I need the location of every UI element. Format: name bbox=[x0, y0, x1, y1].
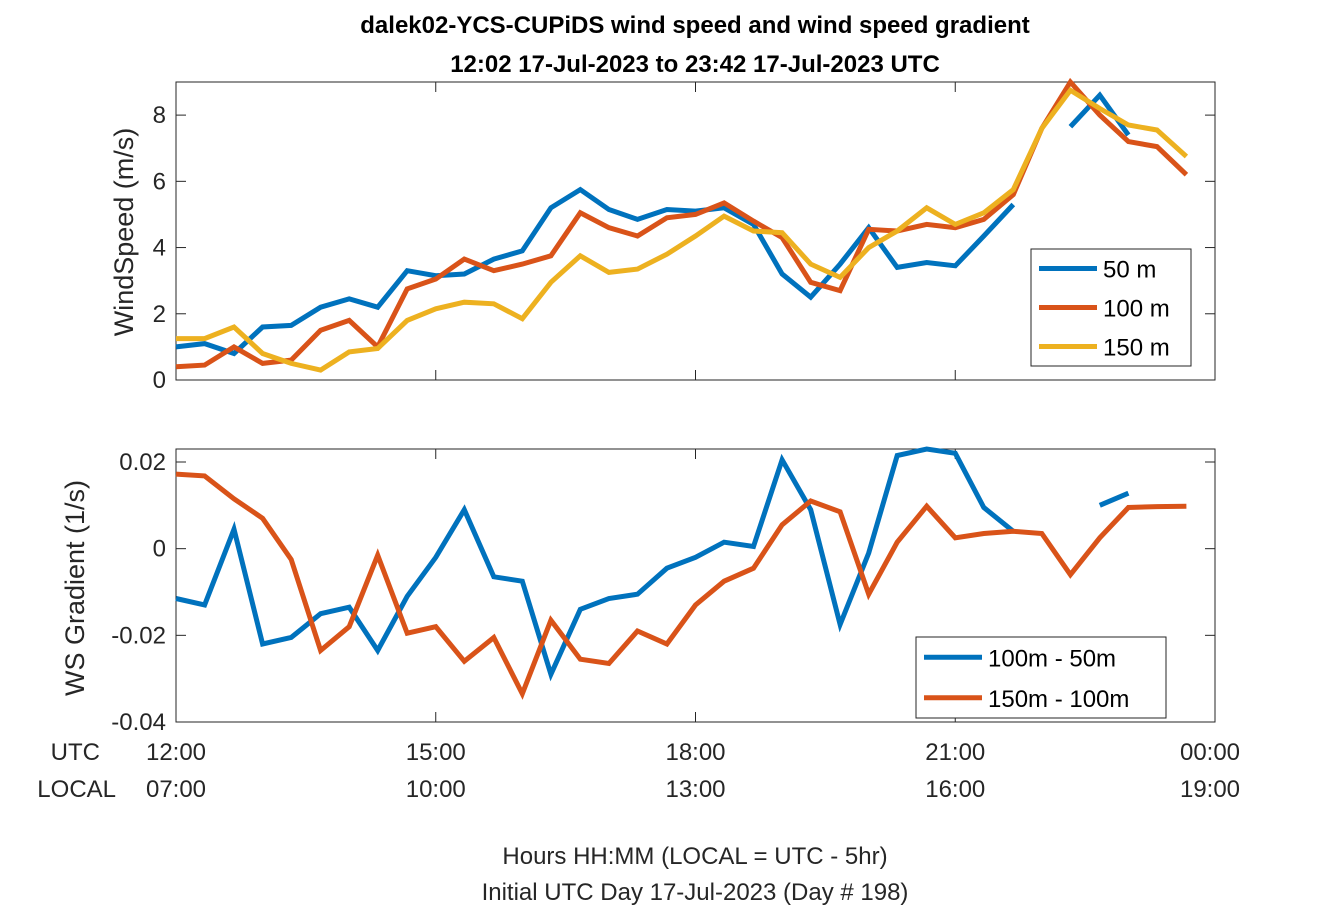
grad-ytick-label: -0.04 bbox=[111, 709, 166, 736]
utc-row-label: UTC bbox=[51, 739, 100, 766]
gradient-panel: -0.04 -0.02 0 0.02 100m - 50m 150m - 100m bbox=[111, 446, 1216, 736]
ws-series-line-1 bbox=[175, 186, 1016, 357]
xtick-local-label: 16:00 bbox=[925, 776, 985, 803]
ws-ytick-label: 0 bbox=[153, 367, 166, 394]
footer-line-1: Hours HH:MM (LOCAL = UTC - 5hr) bbox=[502, 843, 887, 870]
chart-title: dalek02-YCS-CUPiDS wind speed and wind s… bbox=[360, 12, 1029, 39]
footer-line-2: Initial UTC Day 17-Jul-2023 (Day # 198) bbox=[482, 879, 909, 906]
grad-series-line-2 bbox=[175, 471, 1187, 700]
xtick-local-label: 13:00 bbox=[665, 776, 725, 803]
ws-legend-label: 50 m bbox=[1103, 257, 1156, 284]
grad-legend bbox=[915, 636, 1167, 719]
xtick-utc-label: 21:00 bbox=[925, 739, 985, 766]
ws-ytick-label: 2 bbox=[153, 301, 166, 328]
xtick-local-label: 19:00 bbox=[1180, 776, 1240, 803]
xtick-utc-label: 12:00 bbox=[146, 739, 206, 766]
ws-series-line-3 bbox=[176, 86, 1189, 373]
ws-ytick-label: 4 bbox=[153, 235, 166, 262]
bottom-y-axis-label: WS Gradient (1/s) bbox=[60, 480, 90, 696]
grad-legend-label: 150m - 100m bbox=[988, 686, 1129, 713]
x-axis-labels: UTC LOCAL 12:00 07:00 15:00 10:00 18:00 13:00… bbox=[37, 739, 1240, 803]
grad-ytick-label: 0.02 bbox=[119, 449, 166, 476]
xtick-utc-label: 15:00 bbox=[406, 739, 466, 766]
grad-series-line-1 bbox=[1098, 490, 1130, 508]
grad-ytick-label: -0.02 bbox=[111, 622, 166, 649]
local-row-label: LOCAL bbox=[37, 776, 116, 803]
grad-ytick-label: 0 bbox=[153, 536, 166, 563]
chart-subtitle: 12:02 17-Jul-2023 to 23:42 17-Jul-2023 U… bbox=[450, 51, 940, 78]
xtick-local-label: 07:00 bbox=[146, 776, 206, 803]
top-y-axis-label: WindSpeed (m/s) bbox=[109, 128, 139, 337]
xtick-utc-label: 18:00 bbox=[665, 739, 725, 766]
grad-legend-label: 100m - 50m bbox=[988, 645, 1116, 672]
ws-ytick-label: 6 bbox=[153, 168, 166, 195]
xtick-local-label: 10:00 bbox=[406, 776, 466, 803]
windspeed-panel: 0 2 4 6 8 50 m 100 m 150 m bbox=[153, 77, 1216, 394]
xtick-utc-label: 00:00 bbox=[1180, 739, 1240, 766]
ws-ytick-label: 8 bbox=[153, 102, 166, 129]
ws-legend-label: 100 m bbox=[1103, 296, 1170, 323]
grad-series-line-1 bbox=[175, 446, 1015, 682]
ws-legend-label: 150 m bbox=[1103, 335, 1170, 362]
